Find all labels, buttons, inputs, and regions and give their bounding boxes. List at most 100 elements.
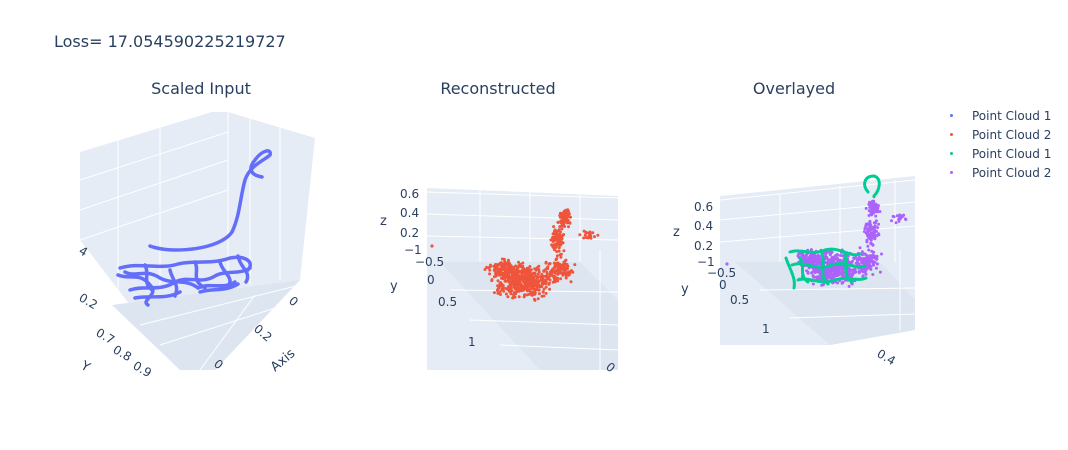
point-marker[interactable] xyxy=(827,250,831,254)
point-marker[interactable] xyxy=(566,270,570,274)
point-marker[interactable] xyxy=(558,263,562,267)
point-marker[interactable] xyxy=(854,270,858,274)
point-marker[interactable] xyxy=(483,268,487,271)
point-marker[interactable] xyxy=(569,269,573,273)
point-marker[interactable] xyxy=(497,269,501,273)
legend-item[interactable]: Point Cloud 1 xyxy=(944,144,1051,163)
point-marker[interactable] xyxy=(815,268,819,272)
point-marker[interactable] xyxy=(811,282,815,286)
point-marker[interactable] xyxy=(502,262,506,266)
point-marker[interactable] xyxy=(861,274,865,278)
point-marker[interactable] xyxy=(550,268,554,272)
point-cloud-1-trace[interactable] xyxy=(116,149,272,307)
point-marker[interactable] xyxy=(554,245,558,249)
outlier-point[interactable] xyxy=(430,244,434,248)
point-marker[interactable] xyxy=(504,292,508,296)
point-marker[interactable] xyxy=(559,277,563,281)
point-marker[interactable] xyxy=(508,283,512,287)
point-marker[interactable] xyxy=(521,261,525,265)
point-marker[interactable] xyxy=(532,279,536,283)
point-marker[interactable] xyxy=(812,258,816,262)
point-marker[interactable] xyxy=(540,272,544,276)
point-marker[interactable] xyxy=(827,262,831,265)
point-marker[interactable] xyxy=(544,285,548,289)
point-marker[interactable] xyxy=(562,260,566,264)
point-marker[interactable] xyxy=(527,288,531,292)
point-marker[interactable] xyxy=(513,295,517,299)
point-marker[interactable] xyxy=(517,281,521,285)
point-marker[interactable] xyxy=(559,241,563,245)
point-marker[interactable] xyxy=(838,254,842,257)
point-marker[interactable] xyxy=(868,237,872,241)
point-marker[interactable] xyxy=(533,267,537,271)
point-marker[interactable] xyxy=(505,274,509,278)
point-marker[interactable] xyxy=(568,221,572,225)
point-marker[interactable] xyxy=(537,292,541,296)
point-marker[interactable] xyxy=(556,240,560,244)
point-marker[interactable] xyxy=(526,277,530,281)
point-marker[interactable] xyxy=(536,297,540,301)
point-marker[interactable] xyxy=(867,214,871,217)
point-marker[interactable] xyxy=(555,254,559,258)
point-marker[interactable] xyxy=(558,225,562,229)
point-marker[interactable] xyxy=(548,287,552,291)
point-marker[interactable] xyxy=(865,240,869,244)
point-marker[interactable] xyxy=(541,282,545,286)
point-marker[interactable] xyxy=(540,294,544,298)
point-marker[interactable] xyxy=(857,255,861,259)
point-marker[interactable] xyxy=(555,250,559,253)
point-marker[interactable] xyxy=(559,271,563,275)
point-marker[interactable] xyxy=(536,272,540,276)
point-marker[interactable] xyxy=(520,271,524,274)
point-marker[interactable] xyxy=(559,243,563,247)
point-marker[interactable] xyxy=(562,268,566,272)
point-marker[interactable] xyxy=(525,293,529,297)
point-marker[interactable] xyxy=(553,275,557,279)
point-marker[interactable] xyxy=(874,266,878,270)
point-marker[interactable] xyxy=(800,253,804,257)
point-marker[interactable] xyxy=(552,261,556,265)
point-marker[interactable] xyxy=(875,262,879,266)
point-marker[interactable] xyxy=(569,215,572,219)
point-marker[interactable] xyxy=(503,265,507,269)
point-marker[interactable] xyxy=(514,271,518,275)
point-marker[interactable] xyxy=(552,225,556,229)
point-marker[interactable] xyxy=(510,277,514,281)
point-marker[interactable] xyxy=(559,234,563,238)
point-marker[interactable] xyxy=(528,284,532,288)
point-marker[interactable] xyxy=(534,282,538,286)
point-marker[interactable] xyxy=(564,276,568,280)
point-marker[interactable] xyxy=(870,256,874,260)
legend-item[interactable]: Point Cloud 2 xyxy=(944,163,1051,182)
point-marker[interactable] xyxy=(593,235,596,239)
point-marker[interactable] xyxy=(903,217,907,221)
point-marker[interactable] xyxy=(866,234,870,238)
legend-item[interactable]: Point Cloud 2 xyxy=(944,125,1051,144)
point-marker[interactable] xyxy=(488,268,492,272)
point-marker[interactable] xyxy=(862,230,866,233)
point-marker[interactable] xyxy=(897,219,901,223)
point-marker[interactable] xyxy=(562,233,566,236)
point-marker[interactable] xyxy=(875,257,879,261)
point-marker[interactable] xyxy=(541,290,545,294)
point-marker[interactable] xyxy=(560,227,564,231)
scene-scaled-input[interactable]: 4 0.2 0.7 0.8 0.9 Y 0 0.2 0 Axis xyxy=(77,112,316,380)
point-marker[interactable] xyxy=(504,287,508,290)
point-marker[interactable] xyxy=(500,288,504,292)
point-marker[interactable] xyxy=(557,249,561,253)
point-marker[interactable] xyxy=(880,252,883,256)
scene-overlayed[interactable]: z 0.6 0.4 0.2 −1 −0.5 0 0.5 1 y 0.4 xyxy=(673,174,916,368)
point-marker[interactable] xyxy=(834,253,838,257)
point-marker[interactable] xyxy=(509,289,513,292)
point-marker[interactable] xyxy=(506,278,510,282)
point-marker[interactable] xyxy=(553,228,557,232)
point-marker[interactable] xyxy=(559,230,562,234)
point-marker[interactable] xyxy=(898,213,902,217)
point-marker[interactable] xyxy=(496,291,500,295)
point-marker[interactable] xyxy=(550,238,554,242)
point-marker[interactable] xyxy=(869,242,873,246)
point-marker[interactable] xyxy=(861,252,865,256)
point-marker[interactable] xyxy=(876,226,880,230)
point-marker[interactable] xyxy=(524,281,528,284)
